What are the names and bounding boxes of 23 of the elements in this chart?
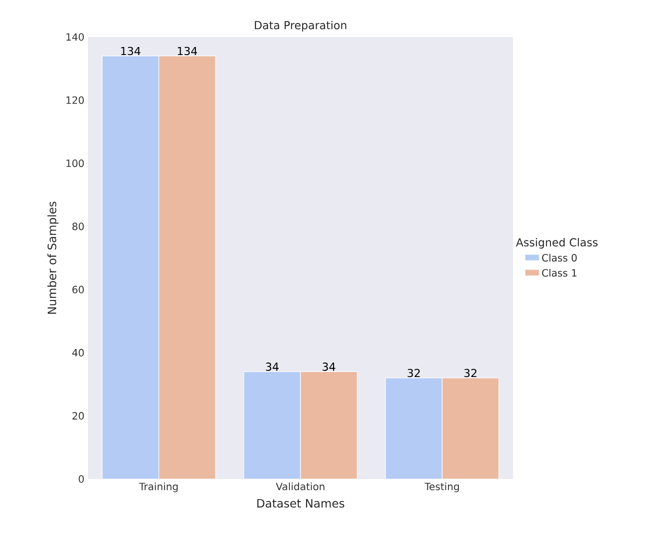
x-tick-label: Training [139,482,178,492]
data-label: 32 [408,368,420,378]
y-tick-label: 60 [72,286,84,294]
data-label: 134 [121,46,140,56]
y-tick-label: 140 [66,33,84,41]
data-label: 32 [464,368,476,378]
x-axis-title: Dataset Names [257,499,344,508]
x-tick-label: Testing [424,482,459,492]
legend-label: Class 1 [542,268,576,277]
legend-label: Class 0 [542,254,577,262]
x-tick-label: Validation [276,482,324,490]
y-tick-label: 0 [78,475,84,483]
y-tick-label: 80 [72,222,84,230]
legend-title: Assigned Class [516,238,598,249]
y-tick-label: 100 [66,159,84,168]
data-label: 34 [266,362,279,371]
y-axis-title: Number of Samples [47,202,59,314]
data-label: 34 [322,362,336,371]
y-tick-label: 20 [72,412,84,420]
y-tick-label: 120 [66,96,84,104]
data-label: 134 [178,46,198,56]
chart-title: Data Preparation [254,20,346,32]
y-tick-label: 40 [72,348,84,356]
